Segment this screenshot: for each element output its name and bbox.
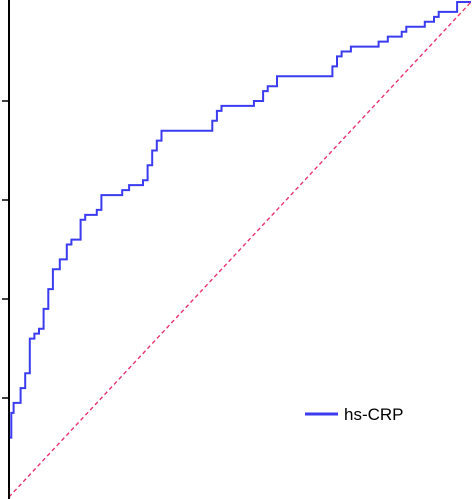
reference-diagonal-line bbox=[8, 1, 472, 498]
legend-label-hs-crp: hs-CRP bbox=[344, 405, 404, 424]
series-line-hs-crp bbox=[9, 1, 471, 439]
legend: hs-CRP bbox=[305, 405, 404, 424]
plot-area bbox=[8, 1, 472, 498]
y-axis-ticks bbox=[2, 100, 9, 399]
